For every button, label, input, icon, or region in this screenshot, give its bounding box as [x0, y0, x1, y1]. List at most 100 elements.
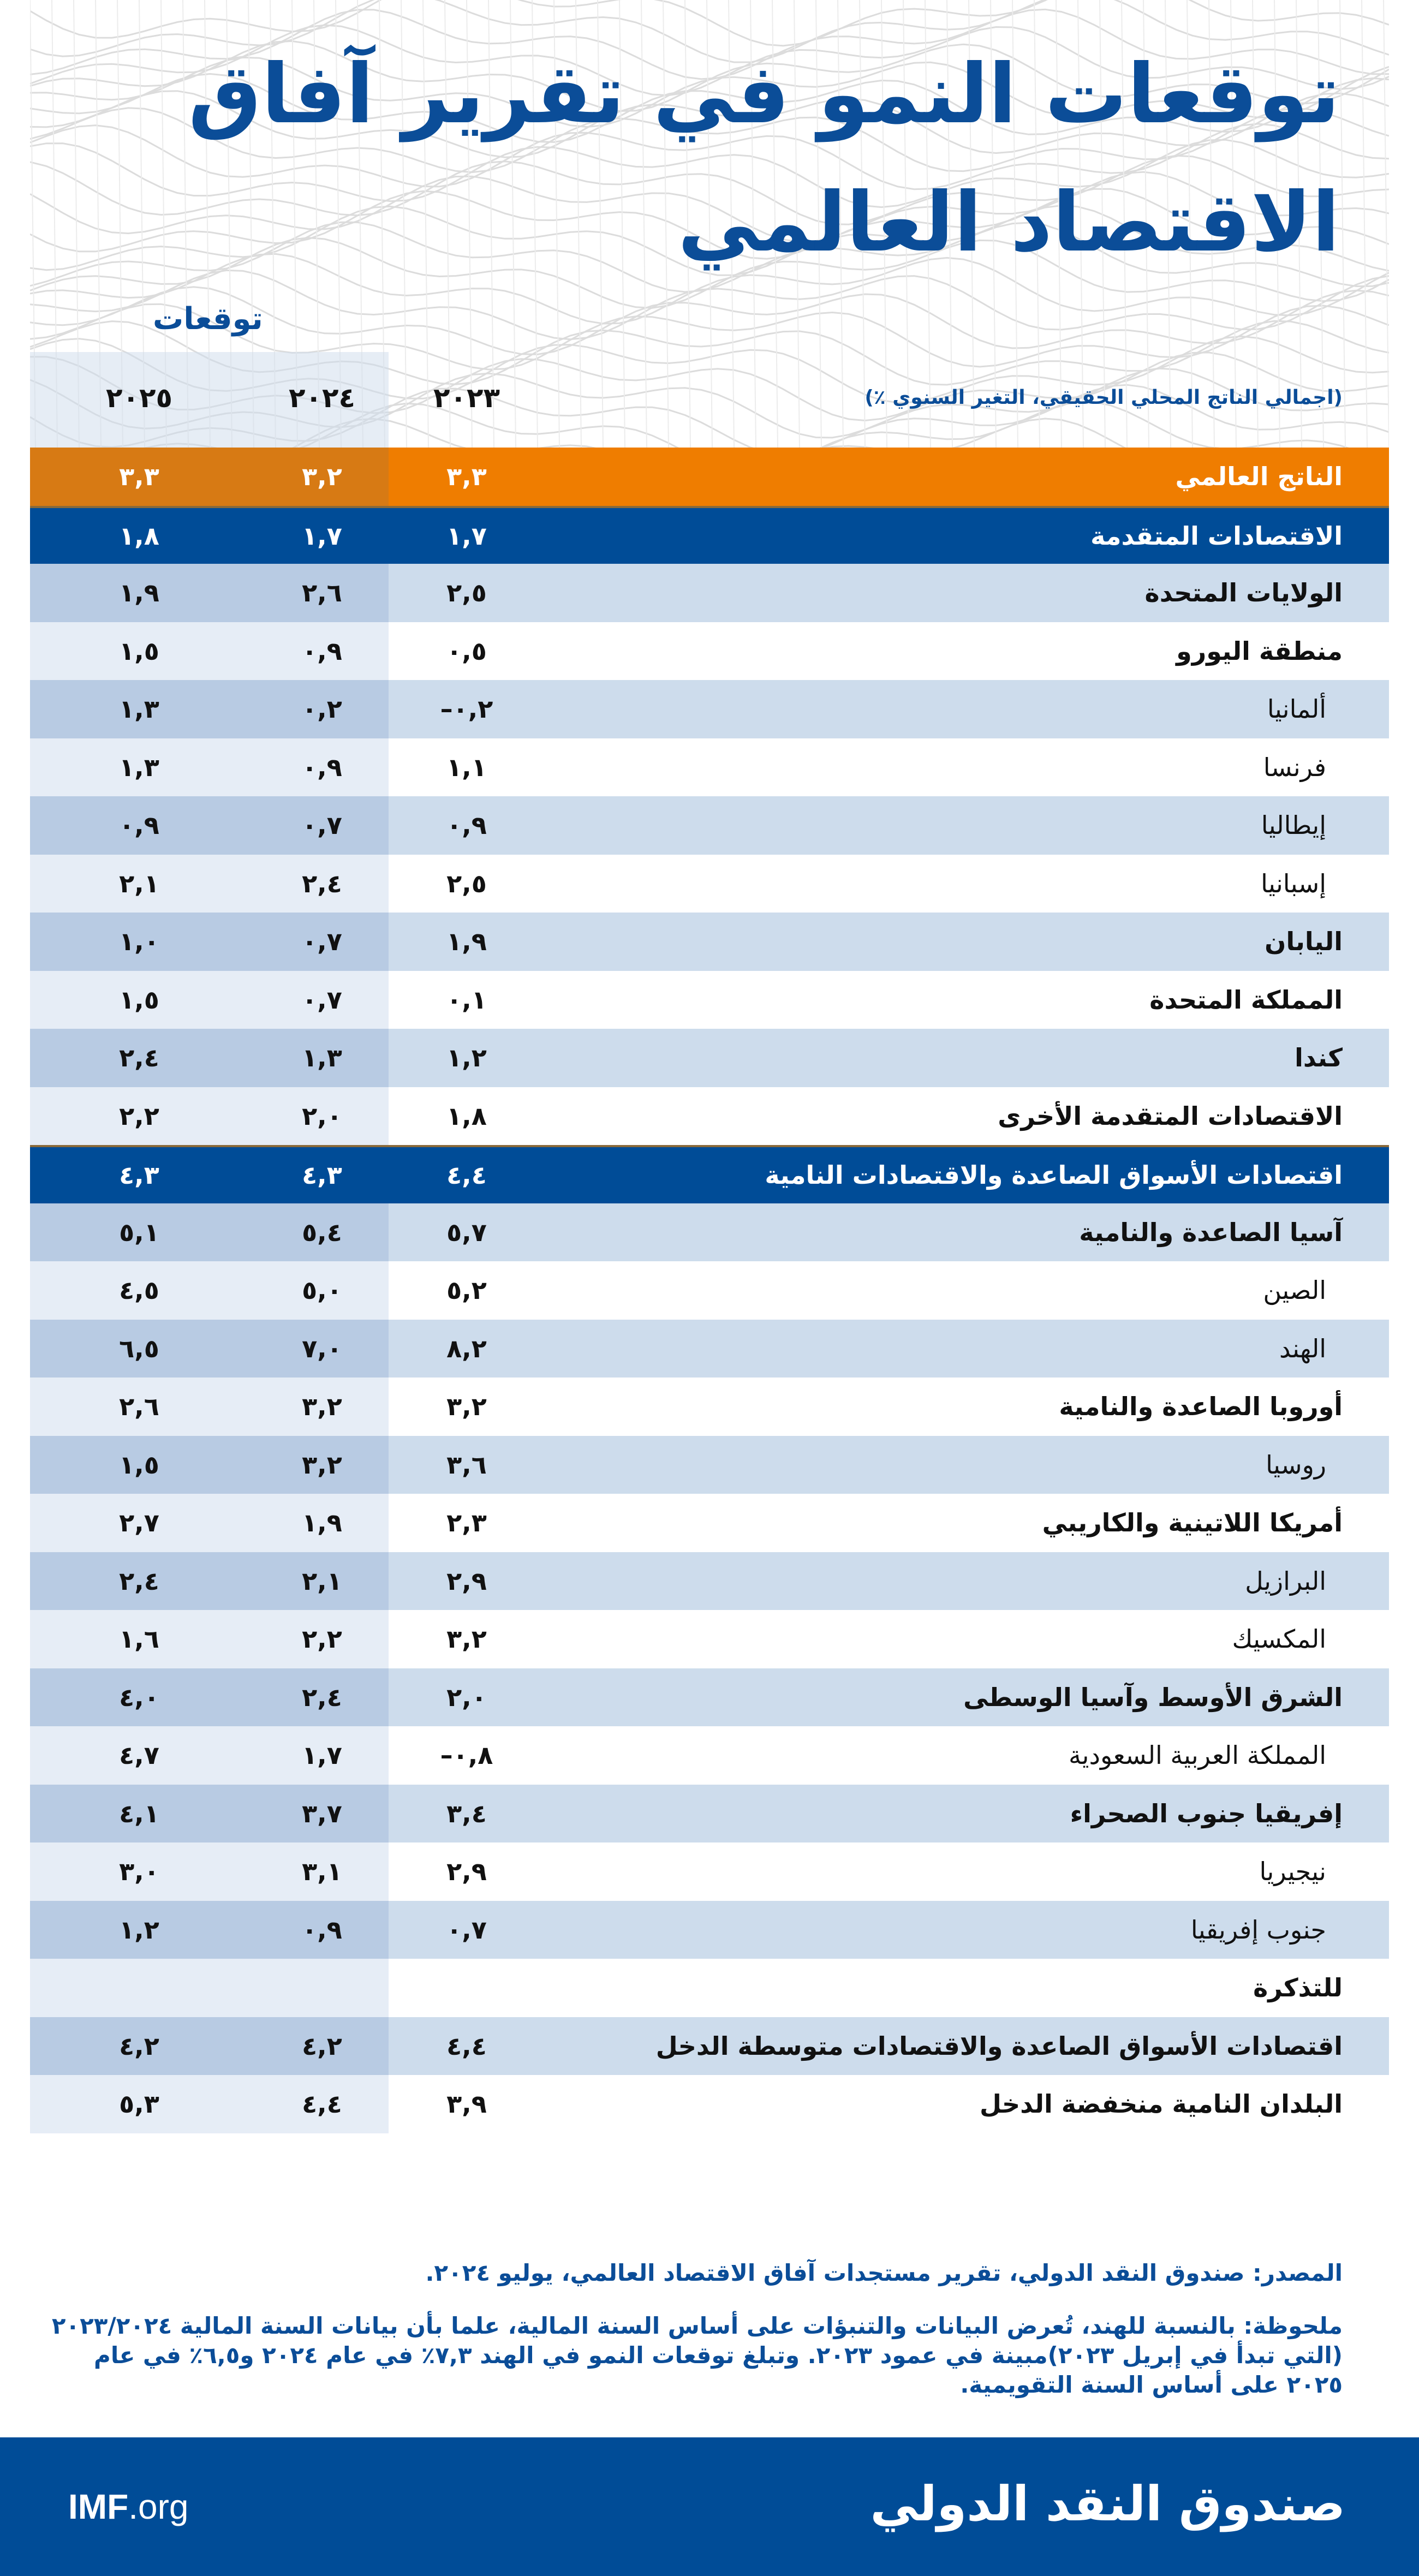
table-row: الهند ٨,٢ ٧,٠ ٦,٥ — [30, 1319, 1389, 1378]
value-2024: ١,٧ — [302, 1740, 342, 1770]
value-2024: ٢,٤ — [302, 868, 342, 898]
row-label: المملكة المتحدة — [1149, 985, 1343, 1015]
value-2024: ٢,٢ — [302, 1624, 342, 1654]
grid-line — [881, 0, 887, 448]
value-2023: ١,٢ — [446, 1043, 487, 1073]
table-row: أمريكا اللاتينية والكاريبي ٢,٣ ١,٩ ٢,٧ — [30, 1494, 1389, 1552]
row-label: كندا — [1295, 1043, 1343, 1073]
value-2024: ٠,٩ — [302, 1915, 342, 1945]
table-row: اليابان ١,٩ ٠,٧ ١,٠ — [30, 913, 1389, 971]
grid-line — [794, 0, 800, 448]
value-2023: ٣,٢ — [446, 1392, 487, 1422]
row-label: الهند — [1279, 1333, 1326, 1363]
value-2024: ٠,٩ — [302, 752, 342, 782]
row-label: جنوب إفريقيا — [1190, 1915, 1326, 1945]
table-row: للتذكرة — [30, 1959, 1389, 2017]
row-label: الشرق الأوسط وآسيا الوسطى — [963, 1682, 1343, 1712]
value-2023: ٤,٤ — [446, 2031, 487, 2061]
row-label: البلدان النامية منخفضة الدخل — [979, 2089, 1343, 2119]
value-2023: ١,٧ — [446, 521, 487, 551]
value-2025: ٢,٢ — [119, 1101, 159, 1131]
value-2025: ٤,١ — [119, 1798, 159, 1828]
row-label: أوروبا الصاعدة والنامية — [1059, 1392, 1343, 1422]
table-row: اقتصادات الأسواق الصاعدة والاقتصادات متو… — [30, 2017, 1389, 2075]
wave-line — [30, 90, 1389, 158]
forecast-cell-shade — [30, 738, 389, 796]
value-2024: ٠,٧ — [302, 927, 342, 957]
row-label: منطقة اليورو — [1176, 636, 1343, 666]
value-2024: ٤,٢ — [302, 2031, 342, 2061]
value-2024: ٤,٣ — [302, 1160, 342, 1190]
row-label: الولايات المتحدة — [1144, 578, 1343, 608]
value-2024: ٤,٤ — [302, 2089, 342, 2119]
forecast-cell-shade — [30, 1029, 389, 1087]
row-label: اقتصادات الأسواق الصاعدة والاقتصادات متو… — [655, 2031, 1343, 2061]
year-2025-header: ٢٠٢٥ — [105, 382, 173, 414]
value-2023: ٣,٩ — [446, 2089, 487, 2119]
forecast-label: توقعات — [153, 301, 263, 337]
value-2023: ٥,٧ — [446, 1217, 487, 1247]
value-2025: ٣,٣ — [119, 462, 159, 492]
value-2024: ٢,٦ — [302, 578, 342, 608]
row-label: للتذكرة — [1253, 1973, 1343, 2003]
table-row: الاقتصادات المتقدمة الأخرى ١,٨ ٢,٠ ٢,٢ — [30, 1087, 1389, 1145]
value-2024: ١,٣ — [302, 1043, 342, 1073]
row-label: ألمانيا — [1267, 694, 1326, 724]
value-2023: ٠,٩ — [446, 810, 487, 840]
grid-line — [946, 0, 953, 448]
value-2024: ٣,٢ — [302, 1450, 342, 1480]
table-row: منطقة اليورو ٠,٥ ٠,٩ ١,٥ — [30, 622, 1389, 680]
grid-line — [1143, 0, 1149, 448]
grid-line — [1121, 0, 1128, 448]
row-label: روسيا — [1266, 1450, 1326, 1480]
value-2024: ٢,١ — [302, 1566, 342, 1596]
value-2023: ١,١ — [446, 752, 487, 782]
forecast-cell-shade — [30, 854, 389, 913]
value-2023: ٨,٢ — [446, 1333, 487, 1363]
row-label: الناتج العالمي — [1175, 462, 1343, 492]
table-row: الشرق الأوسط وآسيا الوسطى ٢,٠ ٢,٤ ٤,٠ — [30, 1668, 1389, 1726]
imf-org-link[interactable]: IMF.org — [68, 2486, 188, 2527]
table-row: كندا ١,٢ ١,٣ ٢,٤ — [30, 1029, 1389, 1087]
value-2023: ٠,٧ — [446, 1915, 487, 1945]
grid-line — [903, 0, 909, 448]
wave-line — [30, 24, 1389, 97]
grid-line — [750, 0, 756, 448]
value-2023: –٠,٨ — [440, 1740, 493, 1770]
unit-label: (اجمالي الناتج المحلي الحقيقي، التغير ال… — [864, 386, 1343, 409]
row-label: فرنسا — [1263, 752, 1326, 782]
table-row: فرنسا ١,١ ٠,٩ ١,٣ — [30, 738, 1389, 796]
wave-line — [30, 0, 1389, 63]
wave-line — [30, 269, 1389, 341]
table-row: إسبانيا ٢,٥ ٢,٤ ٢,١ — [30, 854, 1389, 913]
value-2023: ٢,٠ — [446, 1682, 487, 1712]
table-row: ألمانيا –٠,٢ ٠,٢ ١,٣ — [30, 680, 1389, 738]
grid-line — [728, 0, 735, 448]
value-2023: ١,٨ — [446, 1101, 487, 1131]
grid-line — [1165, 0, 1171, 448]
table-row: المملكة المتحدة ٠,١ ٠,٧ ١,٥ — [30, 970, 1389, 1029]
value-2024: ٠,٢ — [302, 694, 342, 724]
forecast-cell-shade — [30, 1552, 389, 1610]
forecast-cell-shade — [30, 564, 389, 622]
table-row: الاقتصادات المتقدمة ١,٧ ١,٧ ١,٨ — [30, 505, 1389, 564]
value-2025: ٤,٣ — [119, 1160, 159, 1190]
table-row: نيجيريا ٢,٩ ٣,١ ٣,٠ — [30, 1842, 1389, 1901]
value-2025: ١,٨ — [119, 521, 159, 551]
grid-line — [1339, 0, 1346, 448]
table-row: أوروبا الصاعدة والنامية ٣,٢ ٣,٢ ٢,٦ — [30, 1378, 1389, 1436]
row-label: الصين — [1263, 1275, 1326, 1305]
footer-bar: IMF.org صندوق النقد الدولي — [0, 2437, 1419, 2576]
value-2025: ٤,٠ — [119, 1682, 159, 1712]
grid-line — [510, 0, 516, 448]
forecast-cell-shade — [30, 448, 389, 506]
value-2025: ١,٥ — [119, 636, 159, 666]
wave-line — [30, 0, 1389, 47]
forecast-cell-shade — [30, 1610, 389, 1668]
grid-line — [1274, 0, 1280, 448]
forecast-cell-shade — [30, 1435, 389, 1494]
table-row: الناتج العالمي ٣,٣ ٣,٢ ٣,٣ — [30, 448, 1389, 506]
value-2025: ١,٣ — [119, 752, 159, 782]
value-2025: ٢,٤ — [119, 1043, 159, 1073]
wave-line — [30, 56, 1389, 128]
